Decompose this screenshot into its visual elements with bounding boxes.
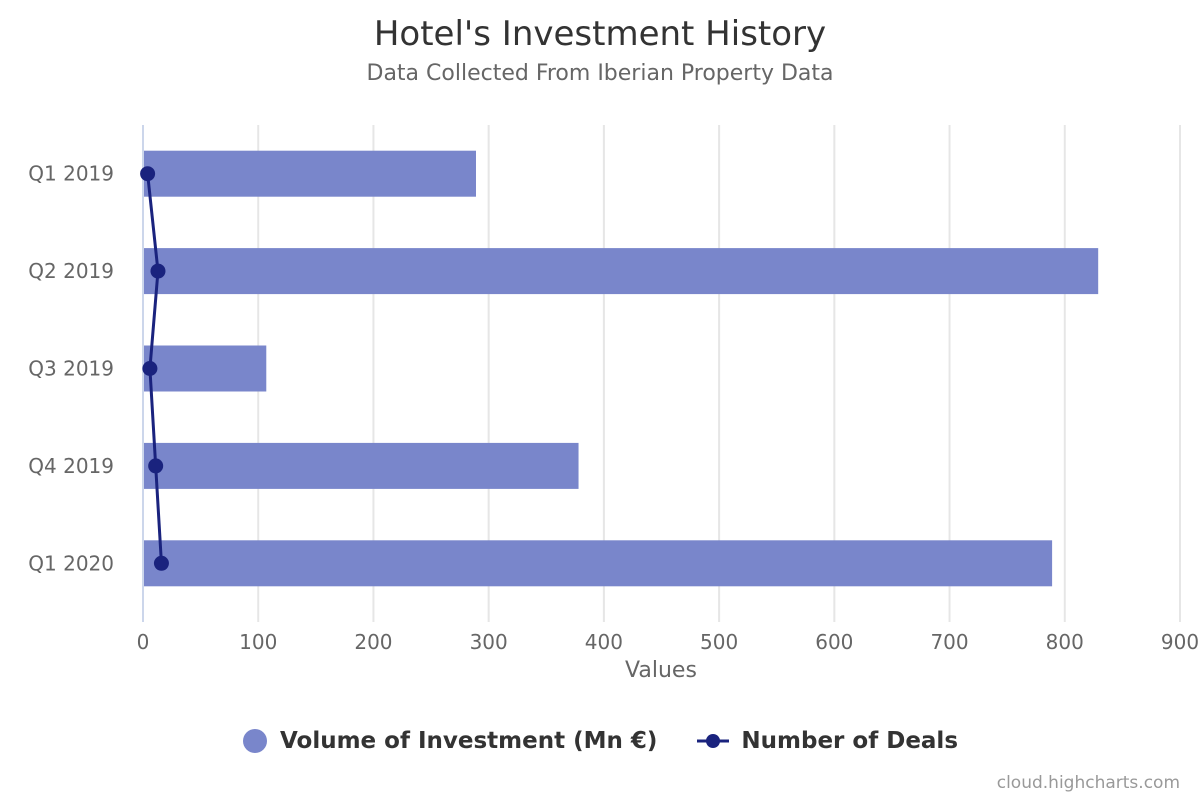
value-tick-label: 500 [700, 630, 738, 654]
data-point-marker[interactable] [153, 555, 169, 571]
legend-item-volume[interactable]: Volume of Investment (Mn €) [242, 728, 657, 754]
data-point-marker[interactable] [140, 166, 156, 182]
bar[interactable] [144, 248, 1099, 295]
bar-series[interactable] [144, 150, 1099, 587]
credits-link[interactable]: cloud.highcharts.com [996, 773, 1180, 793]
gridlines [142, 125, 1181, 622]
value-axis-title: Values [625, 658, 697, 683]
value-tick-label: 300 [470, 630, 508, 654]
bar[interactable] [144, 345, 267, 392]
legend-label-deals: Number of Deals [741, 728, 959, 754]
chart-title: Hotel's Investment History [373, 14, 827, 54]
category-label: Q2 2019 [28, 259, 114, 283]
value-axis-labels: 0 100 200 300 400 500 600 700 800 900 [137, 630, 1199, 654]
category-label: Q1 2019 [28, 162, 114, 186]
bar[interactable] [144, 150, 476, 197]
legend: Volume of Investment (Mn €) Number of De… [0, 728, 1200, 754]
line-series[interactable] [140, 166, 169, 571]
legend-label-volume: Volume of Investment (Mn €) [279, 728, 658, 754]
value-tick-label: 0 [137, 630, 150, 654]
bar[interactable] [144, 540, 1053, 587]
legend-item-deals[interactable]: Number of Deals [697, 728, 958, 754]
category-label: Q3 2019 [28, 357, 114, 381]
category-label: Q4 2019 [28, 454, 114, 478]
value-tick-label: 900 [1161, 630, 1199, 654]
value-tick-label: 700 [930, 630, 968, 654]
circle-icon [242, 729, 267, 753]
data-point-marker[interactable] [150, 263, 166, 279]
category-axis-labels: Q1 2019 Q2 2019 Q3 2019 Q4 2019 Q1 2020 [28, 162, 114, 576]
data-point-marker[interactable] [142, 361, 158, 376]
category-label: Q1 2020 [28, 551, 114, 575]
value-tick-label: 100 [239, 630, 277, 654]
value-tick-label: 800 [1046, 630, 1084, 654]
chart-subtitle: Data Collected From Iberian Property Dat… [366, 61, 834, 86]
data-point-marker[interactable] [148, 458, 164, 474]
line-marker-icon [697, 734, 730, 748]
bar[interactable] [144, 442, 579, 489]
value-tick-label: 400 [585, 630, 623, 654]
value-tick-label: 600 [815, 630, 853, 654]
value-tick-label: 200 [354, 630, 392, 654]
